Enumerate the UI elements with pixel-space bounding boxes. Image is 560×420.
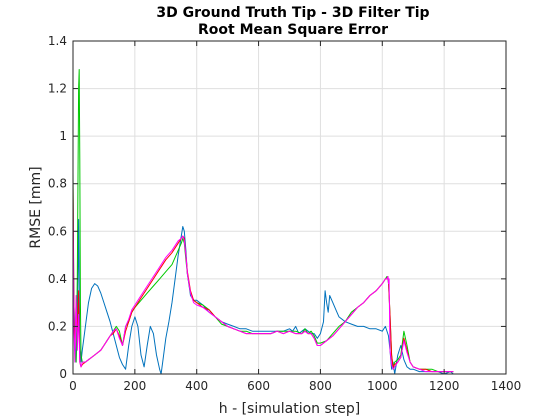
x-tick-label: 800 [309, 379, 332, 393]
series-line-3 [72, 183, 454, 373]
series-line-4 [72, 195, 454, 373]
axis-ticks: 0 200 400 600 800 1000 1200 1400 0 0.2 0.4 0.6 0.8 1 1… [48, 34, 521, 393]
chart-title-line-1: 3D Ground Truth Tip - 3D Filter Tip [156, 5, 429, 21]
y-axis-label: RMSE [mm] [28, 166, 44, 248]
x-tick-label: 200 [123, 379, 146, 393]
y-tick-label: 1 [59, 129, 67, 143]
x-axis-label: h - [simulation step] [219, 401, 360, 417]
x-tick-label: 400 [185, 379, 208, 393]
x-tick-label: 1400 [491, 379, 522, 393]
x-tick-label: 1200 [429, 379, 460, 393]
y-tick-label: 0 [59, 367, 67, 381]
y-tick-label: 0.4 [48, 272, 67, 286]
x-tick-label: 1000 [367, 379, 398, 393]
series-lines [72, 69, 454, 375]
plot-frame [72, 40, 507, 375]
y-tick-label: 0.2 [48, 319, 67, 333]
y-tick-label: 1.4 [48, 34, 67, 48]
x-tick-label: 0 [69, 379, 77, 393]
series-line-1 [72, 218, 454, 375]
y-tick-label: 0.6 [48, 224, 67, 238]
x-tick-label: 600 [247, 379, 270, 393]
grid-lines [72, 40, 507, 375]
y-tick-label: 1.2 [48, 82, 67, 96]
chart-title-line-2: Root Mean Square Error [198, 22, 388, 38]
y-tick-label: 0.8 [48, 177, 67, 191]
